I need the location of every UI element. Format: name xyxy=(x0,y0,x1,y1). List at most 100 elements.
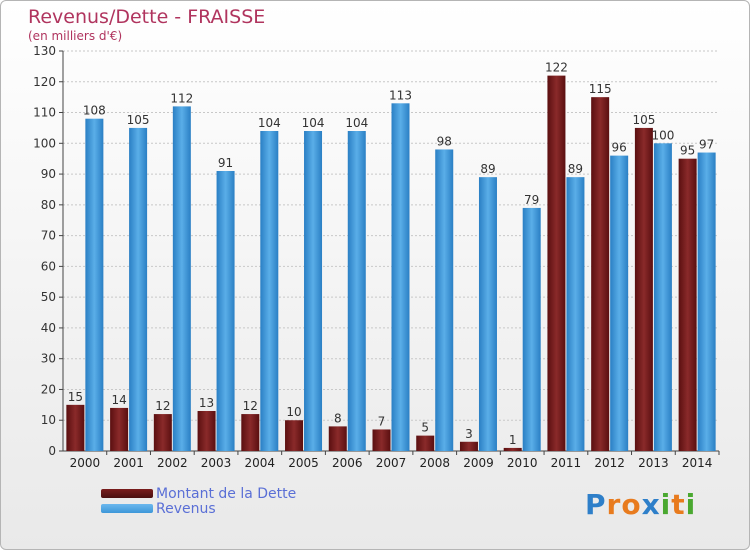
x-tick-label: 2011 xyxy=(551,456,582,470)
bar-revenus xyxy=(566,177,585,451)
y-tick-label: 130 xyxy=(33,44,56,58)
bar-dette xyxy=(459,441,478,451)
bar-dette xyxy=(591,97,610,452)
bar-dette xyxy=(110,407,129,451)
data-label: 89 xyxy=(568,162,583,176)
x-tick-label: 2008 xyxy=(419,456,450,470)
data-label: 7 xyxy=(378,414,386,428)
data-label: 13 xyxy=(199,396,214,410)
x-tick-label: 2013 xyxy=(638,456,669,470)
data-label: 5 xyxy=(421,421,429,435)
data-label: 113 xyxy=(389,88,412,102)
x-tick-label: 2002 xyxy=(157,456,188,470)
chart-subtitle: (en milliers d'€) xyxy=(28,29,123,43)
data-label: 104 xyxy=(302,116,325,130)
x-tick-label: 2005 xyxy=(288,456,319,470)
bar-dette xyxy=(547,75,566,451)
bar-dette xyxy=(678,158,697,451)
data-label: 115 xyxy=(589,82,612,96)
legend-swatch-revenus xyxy=(101,504,153,513)
y-tick-label: 40 xyxy=(41,321,56,335)
data-label: 8 xyxy=(334,411,342,425)
data-label: 14 xyxy=(111,393,126,407)
data-label: 12 xyxy=(243,399,258,413)
bar-revenus xyxy=(653,143,672,452)
chart-title: Revenus/Dette - FRAISSE xyxy=(28,6,266,28)
bar-dette xyxy=(416,435,435,451)
data-label: 100 xyxy=(651,128,674,142)
bar-dette xyxy=(634,127,653,451)
bar-revenus xyxy=(435,149,454,451)
y-tick-label: 0 xyxy=(48,444,56,458)
bar-revenus xyxy=(697,152,716,452)
logo-letter: x xyxy=(641,488,661,521)
data-label: 15 xyxy=(68,390,83,404)
data-label: 112 xyxy=(170,91,193,105)
data-label: 12 xyxy=(155,399,170,413)
y-tick-label: 80 xyxy=(41,198,56,212)
data-label: 10 xyxy=(286,405,301,419)
data-label: 122 xyxy=(545,61,568,75)
bar-dette xyxy=(241,414,260,451)
x-tick-label: 2001 xyxy=(113,456,144,470)
bar-revenus xyxy=(391,103,410,452)
bar-revenus xyxy=(522,207,541,451)
data-label: 1 xyxy=(509,433,517,447)
bar-revenus xyxy=(85,118,104,451)
bar-dette xyxy=(503,447,522,451)
bar-revenus xyxy=(347,131,366,451)
x-tick-label: 2009 xyxy=(463,456,494,470)
logo-letter: o xyxy=(621,488,642,521)
data-label: 79 xyxy=(524,193,539,207)
x-tick-label: 2014 xyxy=(682,456,713,470)
x-tick-label: 2007 xyxy=(376,456,407,470)
logo-letter: r xyxy=(606,488,622,521)
data-label: 97 xyxy=(699,138,714,152)
bar-revenus xyxy=(478,177,497,451)
y-tick-label: 90 xyxy=(41,167,56,181)
data-label: 89 xyxy=(480,162,495,176)
data-label: 95 xyxy=(680,144,695,158)
bar-dette xyxy=(197,411,216,451)
data-label: 98 xyxy=(437,134,452,148)
y-tick-label: 110 xyxy=(33,106,56,120)
y-tick-label: 50 xyxy=(41,290,56,304)
bar-revenus xyxy=(610,155,629,451)
bar-revenus xyxy=(172,106,191,451)
data-label: 96 xyxy=(612,141,627,155)
bar-revenus xyxy=(304,131,323,451)
x-tick-label: 2004 xyxy=(245,456,276,470)
y-tick-label: 70 xyxy=(41,229,56,243)
bar-revenus xyxy=(260,131,279,451)
bar-dette xyxy=(372,429,391,451)
legend-swatch-dette xyxy=(101,489,153,498)
logo-letter: P xyxy=(585,488,607,521)
bar-dette xyxy=(66,404,85,451)
logo-letter: t xyxy=(671,488,686,521)
y-tick-label: 10 xyxy=(41,413,56,427)
proxiti-logo: Proxiti xyxy=(585,488,696,521)
y-tick-label: 100 xyxy=(33,136,56,150)
data-label: 104 xyxy=(258,116,281,130)
x-tick-label: 2003 xyxy=(201,456,232,470)
x-tick-label: 2006 xyxy=(332,456,363,470)
legend-label-dette: Montant de la Dette xyxy=(156,486,297,502)
bar-revenus xyxy=(129,127,148,451)
x-tick-label: 2000 xyxy=(70,456,101,470)
logo-letter: i xyxy=(685,488,697,521)
data-label: 91 xyxy=(218,156,233,170)
logo-letter: i xyxy=(660,488,672,521)
bar-revenus xyxy=(216,171,235,451)
x-tick-label: 2010 xyxy=(507,456,538,470)
data-label: 105 xyxy=(632,113,655,127)
legend-label-revenus: Revenus xyxy=(156,501,216,517)
bar-dette xyxy=(153,414,172,451)
data-label: 3 xyxy=(465,427,473,441)
data-label: 105 xyxy=(127,113,150,127)
y-tick-label: 20 xyxy=(41,382,56,396)
y-tick-label: 120 xyxy=(33,75,56,89)
bar-dette xyxy=(285,420,304,451)
x-tick-label: 2012 xyxy=(594,456,625,470)
